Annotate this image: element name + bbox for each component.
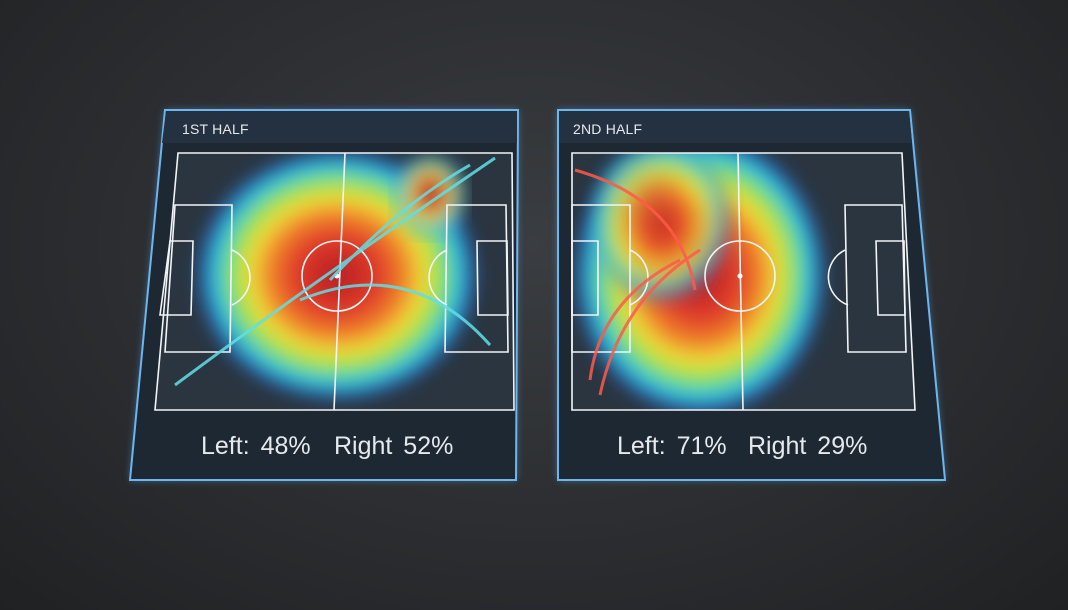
- left-percentage-1st-half: Left: 48%: [201, 432, 311, 460]
- panel-title-2nd-half: 2ND HALF: [573, 121, 643, 137]
- left-percentage-2nd-half: Left: 71%: [617, 432, 727, 460]
- movement-arrows-1: [174, 156, 496, 387]
- panel-title-1st-half: 1ST HALF: [182, 121, 249, 137]
- movement-arrows-2: [574, 168, 701, 396]
- right-percentage-2nd-half: Right 29%: [748, 432, 868, 460]
- right-percentage-1st-half: Right 52%: [334, 432, 454, 460]
- heatmap-2nd-half: [575, 153, 825, 410]
- panel-2nd-half: [557, 109, 947, 481]
- pitch-lines-2: [571, 152, 916, 411]
- pitch-lines-1: [154, 152, 515, 411]
- panel-1st-half: [128, 109, 520, 481]
